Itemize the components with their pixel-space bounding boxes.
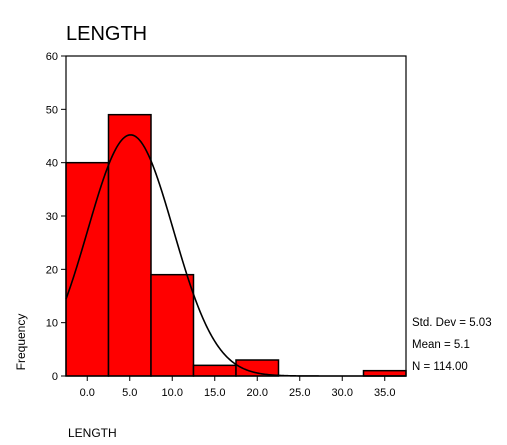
histogram-bar-3 [192,364,237,377]
x-axis: 0.0 5.0 10.0 15.0 20.0 25.0 30.0 35.0 [80,376,395,399]
x-tick-label-6: 30.0 [332,387,353,399]
y-tick-label-1: 10 [46,318,58,330]
x-tick-label-4: 20.0 [247,387,268,399]
x-tick-label-3: 15.0 [204,387,225,399]
y-tick-label-5: 50 [46,104,58,116]
x-tick-label-5: 25.0 [289,387,310,399]
x-tick-label-1: 5.0 [122,387,137,399]
stat-line-1: Mean = 5.1 [412,339,470,351]
y-tick-label-6: 60 [46,51,58,63]
x-tick-label-7: 35.0 [374,387,395,399]
x-axis-label: LENGTH [68,426,117,440]
y-axis: 0 10 20 30 40 50 60 [46,51,66,383]
chart-title: LENGTH [66,23,147,45]
statistics-box: Std. Dev = 5.03 Mean = 5.1 N = 114.00 [412,317,492,373]
bars-layer [65,113,407,377]
y-axis-label: Frequency [14,314,28,371]
y-tick-label-3: 30 [46,211,58,223]
histogram-bar-0 [65,161,110,377]
histogram-bar-2 [150,273,195,377]
x-tick-label-2: 10.0 [162,387,183,399]
histogram-bar-1 [107,113,152,377]
y-tick-label-2: 20 [46,264,58,276]
x-tick-label-0: 0.0 [80,387,95,399]
y-tick-label-0: 0 [52,371,58,383]
stat-line-0: Std. Dev = 5.03 [412,317,492,329]
stat-line-2: N = 114.00 [412,361,468,373]
y-tick-label-4: 40 [46,158,58,170]
